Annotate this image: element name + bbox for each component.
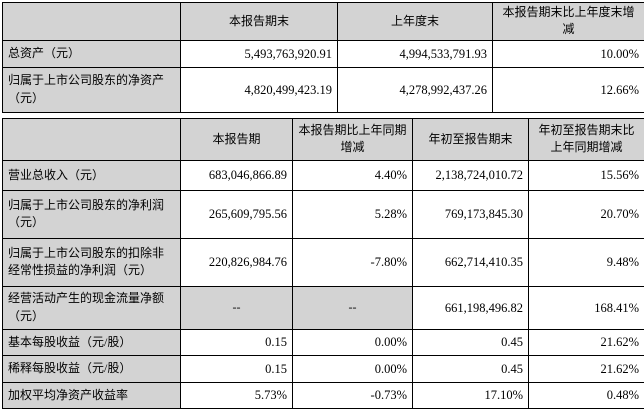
column-header: 年初至报告期末	[413, 118, 529, 160]
cell-value: 21.62%	[529, 355, 644, 382]
cell-value: 4,820,499,423.19	[181, 67, 338, 112]
cell-value: 15.56%	[529, 160, 644, 190]
balance-summary-table: 本报告期末 上年度末 本报告期末比上年度末增减 总资产（元） 5,493,763…	[2, 2, 644, 113]
row-label: 总资产（元）	[3, 40, 181, 67]
income-summary-table: 本报告期 本报告期比上年同期增减 年初至报告期末 年初至报告期末比上年同期增减 …	[2, 118, 644, 409]
table-row: 稀释每股收益（元/股） 0.15 0.00% 0.45 21.62%	[3, 355, 644, 382]
cell-value: 683,046,866.89	[181, 160, 293, 190]
cell-value: 20.70%	[529, 190, 644, 238]
cell-value: 10.00%	[493, 40, 644, 67]
corner-cell	[3, 118, 181, 160]
cell-value: -0.73%	[293, 382, 413, 408]
table-row: 归属于上市公司股东的扣除非经常性损益的净利润（元） 220,826,984.76…	[3, 238, 644, 286]
cell-value: 4,994,533,791.93	[338, 40, 493, 67]
row-label: 经营活动产生的现金流量净额（元）	[3, 286, 181, 329]
column-header: 本报告期末比上年度末增减	[493, 3, 644, 41]
row-label: 稀释每股收益（元/股）	[3, 355, 181, 382]
cell-value: 168.41%	[529, 286, 644, 329]
table-row: 本报告期 本报告期比上年同期增减 年初至报告期末 年初至报告期末比上年同期增减	[3, 118, 644, 160]
cell-value: 0.00%	[293, 329, 413, 355]
row-label: 归属于上市公司股东的净资产（元）	[3, 67, 181, 112]
table-row: 归属于上市公司股东的净资产（元） 4,820,499,423.19 4,278,…	[3, 67, 644, 112]
cell-value: 21.62%	[529, 329, 644, 355]
cell-value: 662,714,410.35	[413, 238, 529, 286]
table-row: 营业总收入（元） 683,046,866.89 4.40% 2,138,724,…	[3, 160, 644, 190]
cell-value: 265,609,795.56	[181, 190, 293, 238]
cell-value: 769,173,845.30	[413, 190, 529, 238]
table-row: 加权平均净资产收益率 5.73% -0.73% 17.10% 0.48%	[3, 382, 644, 408]
cell-value: 4,278,992,437.26	[338, 67, 493, 112]
row-label: 基本每股收益（元/股）	[3, 329, 181, 355]
table-row: 经营活动产生的现金流量净额（元） -- -- 661,198,496.82 16…	[3, 286, 644, 329]
cell-not-applicable: --	[293, 286, 413, 329]
cell-value: 0.15	[181, 329, 293, 355]
cell-value: 0.45	[413, 329, 529, 355]
cell-value: -7.80%	[293, 238, 413, 286]
cell-value: 5.73%	[181, 382, 293, 408]
cell-not-applicable: --	[181, 286, 293, 329]
column-header: 上年度末	[338, 3, 493, 41]
cell-value: 0.45	[413, 355, 529, 382]
cell-value: 661,198,496.82	[413, 286, 529, 329]
column-header: 本报告期比上年同期增减	[293, 118, 413, 160]
column-header: 本报告期	[181, 118, 293, 160]
cell-value: 17.10%	[413, 382, 529, 408]
cell-value: 5.28%	[293, 190, 413, 238]
cell-value: 4.40%	[293, 160, 413, 190]
column-header: 年初至报告期末比上年同期增减	[529, 118, 644, 160]
row-label: 营业总收入（元）	[3, 160, 181, 190]
row-label: 归属于上市公司股东的扣除非经常性损益的净利润（元）	[3, 238, 181, 286]
row-label: 加权平均净资产收益率	[3, 382, 181, 408]
row-label: 归属于上市公司股东的净利润（元）	[3, 190, 181, 238]
cell-value: 0.00%	[293, 355, 413, 382]
corner-cell	[3, 3, 181, 41]
cell-value: 0.48%	[529, 382, 644, 408]
column-header: 本报告期末	[181, 3, 338, 41]
cell-value: 2,138,724,010.72	[413, 160, 529, 190]
cell-value: 220,826,984.76	[181, 238, 293, 286]
cell-value: 9.48%	[529, 238, 644, 286]
cell-value: 12.66%	[493, 67, 644, 112]
table-row: 归属于上市公司股东的净利润（元） 265,609,795.56 5.28% 76…	[3, 190, 644, 238]
table-row: 本报告期末 上年度末 本报告期末比上年度末增减	[3, 3, 644, 41]
table-row: 基本每股收益（元/股） 0.15 0.00% 0.45 21.62%	[3, 329, 644, 355]
cell-value: 0.15	[181, 355, 293, 382]
cell-value: 5,493,763,920.91	[181, 40, 338, 67]
table-row: 总资产（元） 5,493,763,920.91 4,994,533,791.93…	[3, 40, 644, 67]
